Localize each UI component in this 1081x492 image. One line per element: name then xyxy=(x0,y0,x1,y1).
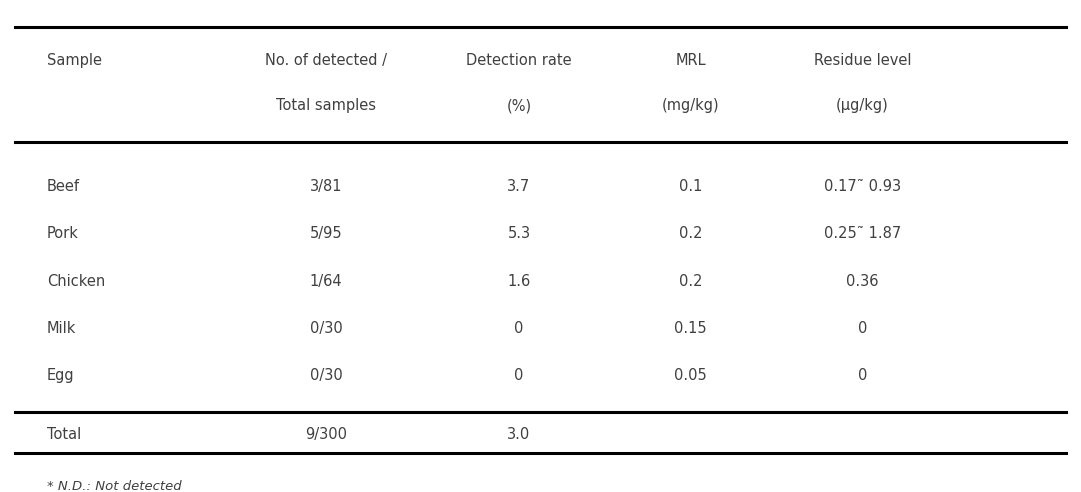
Text: Egg: Egg xyxy=(48,369,75,383)
Text: 0.36: 0.36 xyxy=(846,274,879,289)
Text: 3.0: 3.0 xyxy=(507,427,531,442)
Text: Pork: Pork xyxy=(48,226,79,242)
Text: 3.7: 3.7 xyxy=(507,179,531,194)
Text: Chicken: Chicken xyxy=(48,274,105,289)
Text: MRL: MRL xyxy=(676,53,706,68)
Text: * N.D.: Not detected: * N.D.: Not detected xyxy=(48,480,182,492)
Text: 0.1: 0.1 xyxy=(679,179,703,194)
Text: (μg/kg): (μg/kg) xyxy=(836,98,889,113)
Text: Total samples: Total samples xyxy=(276,98,376,113)
Text: 0.15: 0.15 xyxy=(675,321,707,336)
Text: Beef: Beef xyxy=(48,179,80,194)
Text: Sample: Sample xyxy=(48,53,102,68)
Text: No. of detected /: No. of detected / xyxy=(265,53,387,68)
Text: 0/30: 0/30 xyxy=(309,369,343,383)
Text: 3/81: 3/81 xyxy=(310,179,343,194)
Text: 0.25˜ 1.87: 0.25˜ 1.87 xyxy=(824,226,900,242)
Text: (mg/kg): (mg/kg) xyxy=(662,98,720,113)
Text: 0: 0 xyxy=(857,369,867,383)
Text: 1/64: 1/64 xyxy=(309,274,343,289)
Text: 0: 0 xyxy=(515,369,523,383)
Text: Residue level: Residue level xyxy=(814,53,911,68)
Text: 0: 0 xyxy=(515,321,523,336)
Text: 5/95: 5/95 xyxy=(309,226,343,242)
Text: 0/30: 0/30 xyxy=(309,321,343,336)
Text: 5.3: 5.3 xyxy=(507,226,531,242)
Text: 9/300: 9/300 xyxy=(305,427,347,442)
Text: Milk: Milk xyxy=(48,321,77,336)
Text: Total: Total xyxy=(48,427,81,442)
Text: 1.6: 1.6 xyxy=(507,274,531,289)
Text: 0.05: 0.05 xyxy=(675,369,707,383)
Text: 0.2: 0.2 xyxy=(679,274,703,289)
Text: Detection rate: Detection rate xyxy=(466,53,572,68)
Text: 0.17˜ 0.93: 0.17˜ 0.93 xyxy=(824,179,900,194)
Text: 0.2: 0.2 xyxy=(679,226,703,242)
Text: 0: 0 xyxy=(857,321,867,336)
Text: (%): (%) xyxy=(507,98,532,113)
